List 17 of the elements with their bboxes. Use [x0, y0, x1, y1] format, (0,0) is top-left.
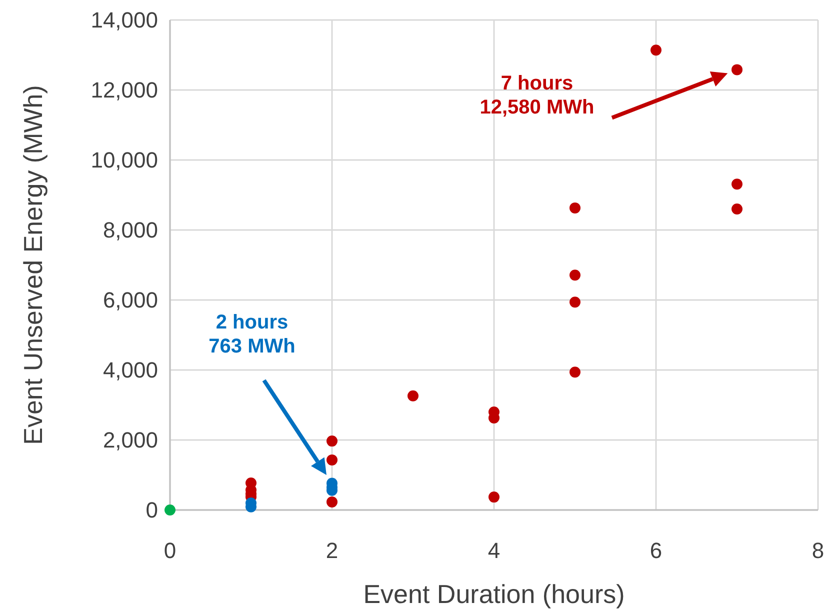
x-tick-label: 4: [488, 538, 500, 563]
annotation: 7 hours 12,580 MWh: [480, 72, 594, 119]
x-tick-label: 2: [326, 538, 338, 563]
x-axis-title: Event Duration (hours): [363, 579, 625, 609]
y-axis-title: Event Unserved Energy (MWh): [18, 85, 48, 445]
y-tick-label: 6,000: [102, 288, 158, 313]
y-tick-label: 10,000: [90, 148, 158, 173]
x-tick-label: 6: [650, 538, 662, 563]
x-tick-label: 8: [812, 538, 824, 563]
x-tick-label: 0: [164, 538, 176, 563]
y-tick-label: 8,000: [102, 218, 158, 243]
y-tick-label: 14,000: [90, 8, 158, 33]
y-tick-label: 4,000: [102, 358, 158, 383]
annotation: 2 hours 763 MWh: [208, 311, 296, 358]
y-tick-label: 2,000: [102, 428, 158, 453]
y-tick-label: 0: [146, 498, 158, 523]
y-tick-label: 12,000: [90, 78, 158, 103]
